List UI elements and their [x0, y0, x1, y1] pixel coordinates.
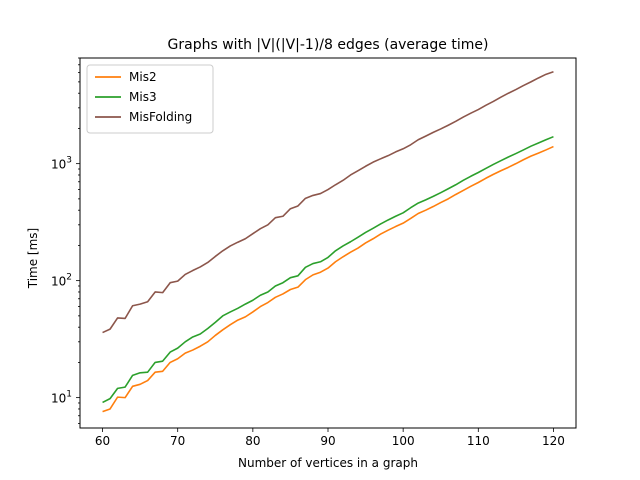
y-tick-label: 102 [51, 273, 72, 289]
legend: Mis2 Mis3 MisFolding [86, 64, 214, 134]
x-tick-label: 80 [245, 434, 260, 448]
legend-label-mis2: Mis2 [129, 70, 157, 84]
x-tick-label: 70 [170, 434, 185, 448]
x-axis-label: Number of vertices in a graph [238, 456, 418, 470]
y-axis-label: Time [ms] [26, 228, 40, 290]
x-tick-label: 120 [542, 434, 565, 448]
x-tick-label: 60 [95, 434, 110, 448]
legend-label-misfolding: MisFolding [129, 110, 192, 124]
legend-box [86, 64, 214, 134]
x-tick-label: 90 [320, 434, 335, 448]
chart-title: Graphs with |V|(|V|-1)/8 edges (average … [168, 37, 489, 53]
series-line-mis3 [102, 135, 554, 404]
x-axis: 60 70 80 90 100 110 120 [95, 428, 565, 448]
x-tick-label: 110 [467, 434, 490, 448]
series-line-misfolding [102, 71, 554, 334]
y-tick-label: 103 [51, 156, 72, 172]
y-axis: 101 102 103 [51, 57, 80, 424]
series-line-mis2 [102, 145, 554, 413]
legend-label-mis3: Mis3 [129, 90, 157, 104]
y-tick-label: 101 [51, 390, 72, 406]
x-tick-label: 100 [392, 434, 415, 448]
